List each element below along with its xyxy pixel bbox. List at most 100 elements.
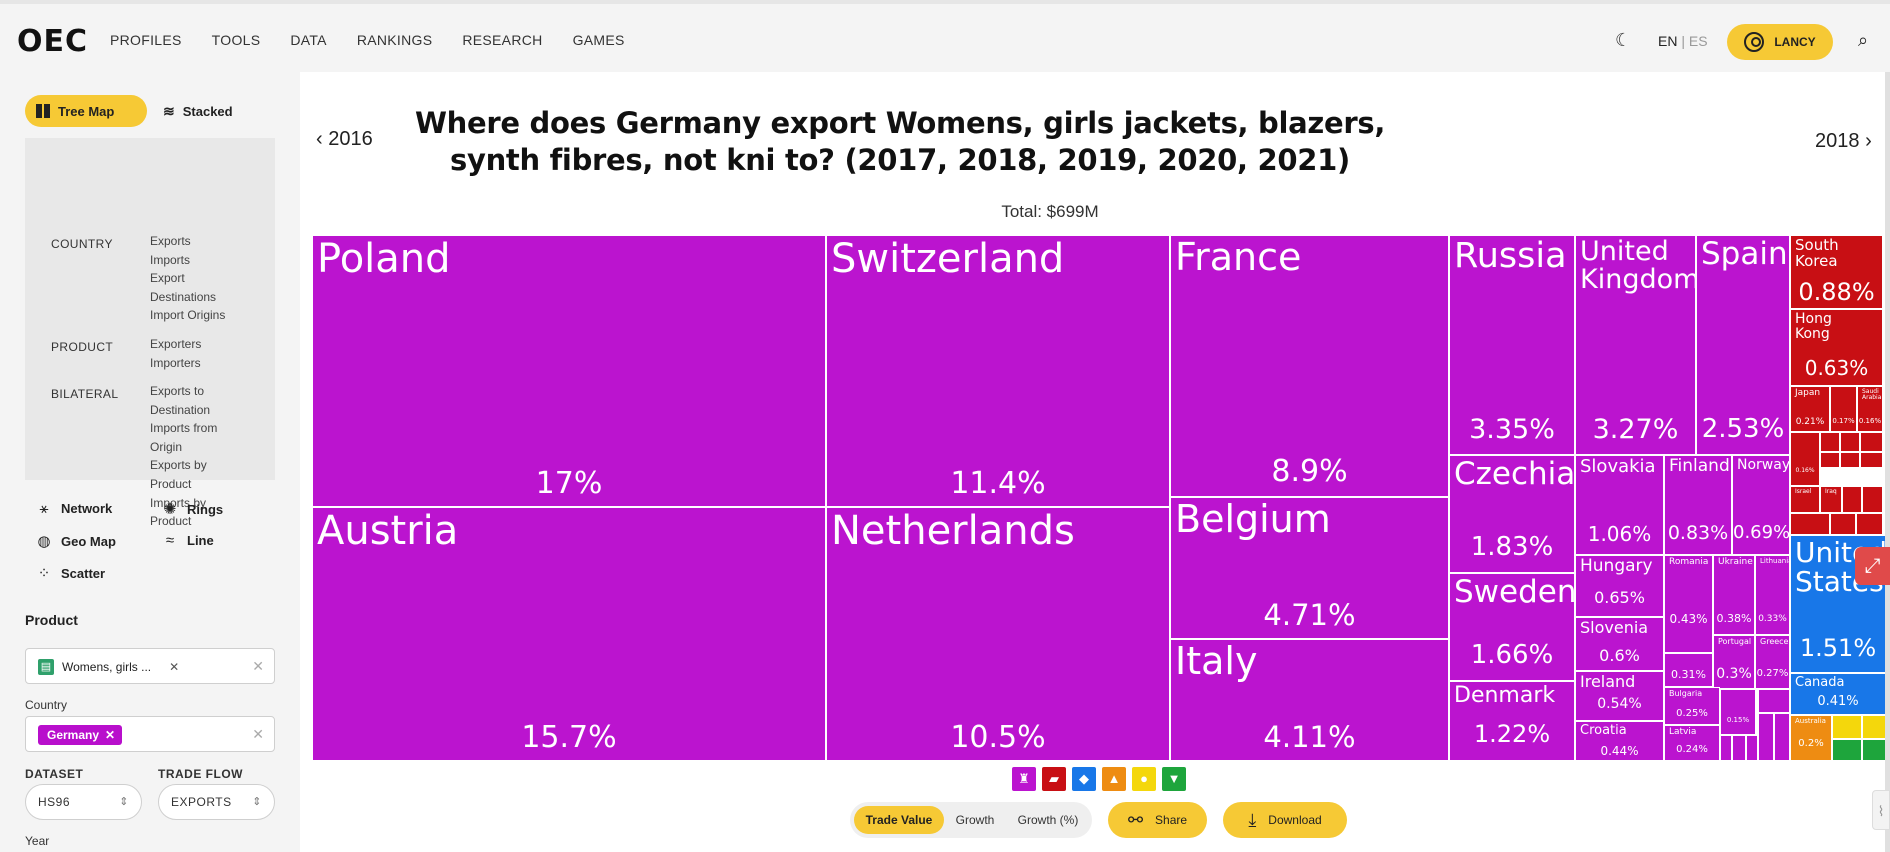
treemap-tile[interactable] <box>1856 513 1883 535</box>
viz-geomap-button[interactable]: ◍ Geo Map <box>35 532 115 550</box>
treemap-tile[interactable] <box>1720 735 1732 761</box>
next-year-button[interactable]: 2018 › <box>1815 130 1872 153</box>
treemap-tile[interactable]: Canada 0.41% <box>1790 673 1886 715</box>
treemap-tile[interactable]: Netherlands 10.5% <box>826 507 1170 761</box>
product-selector[interactable]: ▤ Womens, girls ... ✕ ✕ <box>25 648 275 684</box>
treemap-tile[interactable]: Hong Kong 0.63% <box>1790 309 1883 386</box>
tradeflow-select[interactable]: EXPORTS ⇕ <box>158 784 275 820</box>
treemap-tile[interactable] <box>1790 513 1830 535</box>
treemap-tile[interactable]: South Korea 0.88% <box>1790 235 1883 309</box>
treemap-tile[interactable] <box>1820 432 1840 452</box>
menu-product-links[interactable]: Exporters Importers <box>150 337 202 370</box>
treemap-tile[interactable]: Ireland 0.54% <box>1575 671 1664 721</box>
legend-south-america-icon[interactable]: ▼ <box>1162 767 1186 791</box>
viz-treemap-button[interactable]: Tree Map <box>25 95 147 127</box>
share-button[interactable]: ⚯ Share <box>1108 802 1207 838</box>
treemap-tile[interactable] <box>1832 739 1862 761</box>
treemap-tile[interactable] <box>1746 735 1758 761</box>
dataset-select[interactable]: HS96 ⇕ <box>25 784 142 820</box>
nav-data[interactable]: DATA <box>290 32 327 48</box>
treemap-tile[interactable]: Israel <box>1790 486 1820 513</box>
treemap-tile[interactable]: Lithuania 0.33% <box>1755 555 1790 635</box>
viz-rings-button[interactable]: ✺ Rings <box>161 500 223 518</box>
treemap-tile[interactable] <box>1758 689 1790 713</box>
treemap-tile[interactable] <box>1840 452 1860 468</box>
lang-es[interactable]: ES <box>1688 33 1708 49</box>
viz-network-button[interactable]: ⚹ Network <box>35 500 112 517</box>
treemap-tile[interactable]: Austria 15.7% <box>312 507 826 761</box>
treemap-tile[interactable] <box>1732 735 1746 761</box>
legend-north-america-icon[interactable]: ◆ <box>1072 767 1096 791</box>
viz-scatter-button[interactable]: ⁘ Scatter <box>35 564 105 582</box>
moon-icon[interactable]: ☾ <box>1615 30 1632 50</box>
country-chip-remove-icon[interactable]: ✕ <box>105 728 116 742</box>
nav-tools[interactable]: TOOLS <box>211 32 261 48</box>
treemap-tile[interactable] <box>1840 432 1860 452</box>
treemap-tile[interactable]: Czechia 1.83% <box>1449 455 1575 573</box>
treemap-tile[interactable]: United Kingdom 3.27% <box>1575 235 1696 455</box>
viz-line-button[interactable]: ≈ Line <box>161 532 214 549</box>
treemap-tile[interactable] <box>1862 486 1883 513</box>
treemap-tile[interactable]: Sweden 1.66% <box>1449 573 1575 681</box>
treemap-tile[interactable] <box>1820 452 1840 468</box>
treemap-tile[interactable] <box>1832 715 1862 739</box>
treemap-tile[interactable]: 0.31% <box>1664 653 1713 687</box>
nav-games[interactable]: GAMES <box>572 32 625 48</box>
treemap-tile[interactable] <box>1830 513 1856 535</box>
search-icon[interactable]: ⌕ <box>1858 30 1869 50</box>
toggle-trade-value[interactable]: Trade Value <box>854 806 944 834</box>
treemap-tile[interactable]: Australia 0.2% <box>1790 715 1832 761</box>
treemap-tile[interactable]: Latvia 0.24% <box>1664 725 1720 761</box>
toggle-growth[interactable]: Growth <box>955 813 995 827</box>
language-switcher[interactable]: EN | ES <box>1658 33 1708 49</box>
legend-africa-icon[interactable]: ● <box>1132 767 1156 791</box>
treemap-tile[interactable] <box>1860 452 1883 468</box>
user-account-button[interactable]: LANCY <box>1727 24 1833 60</box>
expand-icon[interactable]: ⤢ <box>1855 547 1890 585</box>
country-selector[interactable]: Germany ✕ ✕ <box>25 716 275 752</box>
menu-bilateral-links[interactable]: Exports to Destination Imports from Orig… <box>150 384 218 529</box>
download-button[interactable]: ⤓ Download <box>1223 802 1347 838</box>
oec-logo[interactable]: OEC <box>17 24 89 59</box>
treemap-tile[interactable] <box>1774 713 1790 761</box>
treemap-tile[interactable]: Romania 0.43% <box>1664 555 1713 653</box>
previous-year-button[interactable]: ‹ 2016 <box>316 128 373 151</box>
product-clear-icon[interactable]: ✕ <box>252 658 264 674</box>
legend-oceania-icon[interactable]: ▲ <box>1102 767 1126 791</box>
scrollbar[interactable] <box>1885 72 1890 852</box>
legend-europe-icon[interactable]: ♜ <box>1012 767 1036 791</box>
toggle-growth-pct[interactable]: Growth (%) <box>1017 813 1079 827</box>
treemap-tile[interactable]: Japan 0.21% <box>1790 386 1830 432</box>
treemap-tile[interactable] <box>1758 713 1774 761</box>
treemap-tile[interactable]: Croatia 0.44% <box>1575 721 1664 761</box>
treemap-tile[interactable]: Belgium 4.71% <box>1170 497 1449 639</box>
treemap-tile[interactable]: Russia 3.35% <box>1449 235 1575 455</box>
nav-profiles[interactable]: PROFILES <box>110 32 182 48</box>
treemap-tile[interactable]: Iraq <box>1820 486 1842 513</box>
treemap-tile[interactable]: Portugal 0.3% <box>1713 635 1755 689</box>
treemap-tile[interactable]: Slovenia 0.6% <box>1575 617 1664 671</box>
treemap-tile[interactable]: Spain 2.53% <box>1696 235 1790 455</box>
treemap-tile[interactable]: Denmark 1.22% <box>1449 681 1575 761</box>
collapse-handle-icon[interactable]: ⌇ <box>1872 790 1890 830</box>
treemap-tile[interactable]: 0.15% <box>1720 689 1756 735</box>
menu-country-links[interactable]: Exports Imports Export Destinations Impo… <box>150 234 226 323</box>
viz-stacked-button[interactable]: ≋ Stacked <box>152 95 282 127</box>
nav-research[interactable]: RESEARCH <box>462 32 543 48</box>
treemap-tile[interactable] <box>1842 486 1862 513</box>
treemap-tile[interactable]: Slovakia 1.06% <box>1575 455 1664 555</box>
treemap-tile[interactable]: Hungary 0.65% <box>1575 555 1664 617</box>
product-chip-remove-icon[interactable]: ✕ <box>169 660 180 674</box>
treemap-tile[interactable]: 0.16% <box>1790 432 1820 486</box>
treemap-tile[interactable]: Bulgaria 0.25% <box>1664 687 1720 725</box>
treemap-tile[interactable]: Ukraine 0.38% <box>1713 555 1755 635</box>
treemap-tile[interactable]: Italy 4.11% <box>1170 639 1449 761</box>
treemap-tile[interactable]: France 8.9% <box>1170 235 1449 497</box>
treemap-tile[interactable]: Poland 17% <box>312 235 826 507</box>
treemap-tile[interactable]: 0.17% <box>1830 386 1857 432</box>
nav-rankings[interactable]: RANKINGS <box>356 32 433 48</box>
treemap-tile[interactable]: Finland 0.83% <box>1664 455 1732 555</box>
lang-en[interactable]: EN <box>1658 33 1678 49</box>
treemap-tile[interactable] <box>1860 432 1883 452</box>
treemap-tile[interactable]: Switzerland 11.4% <box>826 235 1170 507</box>
